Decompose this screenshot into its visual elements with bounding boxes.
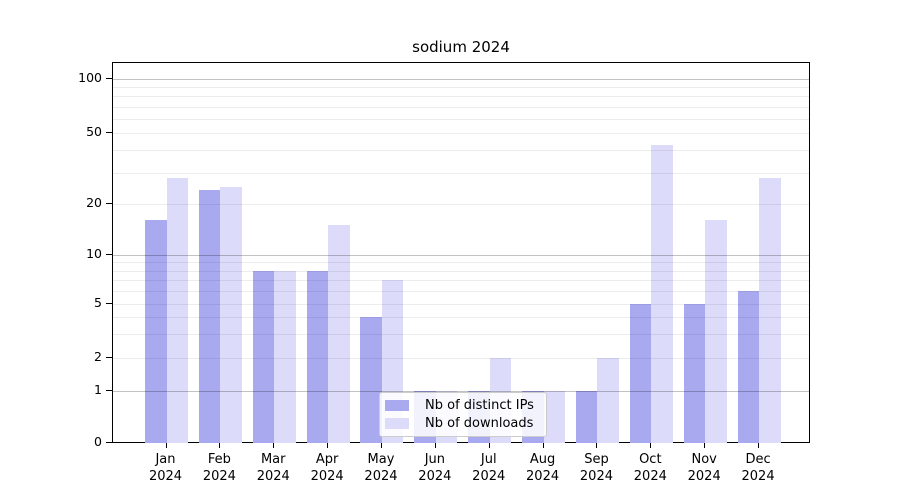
major-gridline bbox=[113, 391, 809, 392]
y-tick-mark bbox=[106, 203, 112, 204]
bar-downloads bbox=[651, 144, 673, 443]
bar-distinct-ips bbox=[683, 304, 706, 443]
legend-label-downloads: Nb of downloads bbox=[425, 415, 534, 431]
y-axis-tick-label: 0 bbox=[94, 434, 102, 449]
y-axis-tick-label: 5 bbox=[94, 295, 102, 310]
minor-gridline bbox=[113, 133, 809, 134]
x-axis-tick-label: Nov 2024 bbox=[687, 452, 721, 484]
x-tick-mark bbox=[327, 443, 329, 448]
x-tick-mark bbox=[542, 443, 544, 448]
x-tick-mark bbox=[380, 443, 382, 448]
minor-gridline bbox=[113, 280, 809, 282]
y-tick-mark bbox=[106, 132, 112, 133]
y-tick-mark bbox=[106, 303, 112, 304]
legend-swatch-downloads bbox=[385, 417, 409, 429]
bar-downloads bbox=[597, 358, 619, 443]
x-axis-tick-label: May 2024 bbox=[364, 452, 398, 484]
y-tick-mark bbox=[106, 78, 112, 79]
bar-distinct-ips bbox=[252, 270, 275, 443]
bar-downloads bbox=[166, 177, 188, 443]
y-axis-tick-label: 10 bbox=[86, 246, 102, 261]
x-tick-mark bbox=[650, 443, 652, 448]
x-axis-tick-label: Aug 2024 bbox=[526, 452, 560, 484]
bar-downloads bbox=[759, 177, 781, 443]
x-tick-mark bbox=[219, 443, 221, 448]
bar-downloads bbox=[220, 186, 242, 443]
bar-distinct-ips bbox=[306, 270, 329, 443]
minor-gridline bbox=[113, 262, 809, 264]
minor-gridline bbox=[113, 106, 809, 108]
minor-gridline bbox=[113, 358, 809, 359]
legend-label-distinct-ips: Nb of distinct IPs bbox=[425, 398, 534, 414]
minor-gridline bbox=[113, 317, 809, 319]
y-axis-tick-label: 1 bbox=[94, 382, 102, 397]
minor-gridline bbox=[113, 87, 809, 89]
y-tick-mark bbox=[106, 357, 112, 358]
legend-swatch-distinct-ips bbox=[385, 400, 409, 412]
x-axis-tick-label: Jul 2024 bbox=[472, 452, 506, 484]
x-axis-tick-label: Feb 2024 bbox=[202, 452, 236, 484]
y-tick-mark bbox=[106, 390, 112, 391]
minor-gridline bbox=[113, 304, 809, 305]
bar-downloads bbox=[274, 270, 296, 443]
minor-gridline bbox=[113, 291, 809, 293]
x-tick-mark bbox=[165, 443, 167, 448]
bar-distinct-ips bbox=[737, 291, 760, 443]
x-axis-tick-label: Oct 2024 bbox=[633, 452, 667, 484]
y-axis-tick-label: 50 bbox=[86, 124, 102, 139]
bar-distinct-ips bbox=[145, 220, 167, 443]
major-gridline bbox=[113, 255, 809, 256]
minor-gridline bbox=[113, 96, 809, 98]
y-axis-tick-label: 20 bbox=[86, 195, 102, 210]
legend: Nb of distinct IPs Nb of downloads bbox=[379, 392, 547, 437]
bar-downloads bbox=[328, 225, 350, 443]
x-axis-tick-label: Jun 2024 bbox=[418, 452, 452, 484]
minor-gridline bbox=[113, 334, 809, 336]
bar-distinct-ips bbox=[629, 304, 652, 443]
major-gridline bbox=[113, 79, 809, 80]
bar-downloads bbox=[543, 391, 566, 443]
x-axis-tick-label: Jan 2024 bbox=[148, 452, 183, 484]
x-tick-mark bbox=[488, 443, 490, 448]
x-tick-mark bbox=[704, 443, 706, 448]
bar-downloads bbox=[705, 220, 727, 443]
x-tick-mark bbox=[273, 443, 275, 448]
y-tick-mark bbox=[106, 254, 112, 255]
plot-area bbox=[112, 62, 810, 443]
x-tick-mark bbox=[434, 443, 436, 448]
bar-distinct-ips bbox=[575, 391, 598, 443]
legend-entry-distinct-ips: Nb of distinct IPs bbox=[385, 397, 538, 414]
y-tick-mark bbox=[106, 442, 112, 443]
x-axis-tick-label: Mar 2024 bbox=[256, 452, 290, 484]
minor-gridline bbox=[113, 118, 809, 120]
bar-distinct-ips bbox=[198, 189, 221, 443]
bar-distinct-ips bbox=[360, 317, 382, 443]
chart-title: sodium 2024 bbox=[412, 38, 510, 56]
y-axis-tick-label: 2 bbox=[94, 349, 102, 364]
x-tick-mark bbox=[596, 443, 598, 448]
minor-gridline bbox=[113, 150, 809, 152]
x-axis-tick-label: Dec 2024 bbox=[741, 452, 775, 484]
minor-gridline bbox=[113, 204, 809, 205]
y-axis-tick-label: 100 bbox=[78, 70, 102, 85]
minor-gridline bbox=[113, 172, 809, 174]
minor-gridline bbox=[113, 270, 809, 272]
x-axis-tick-label: Sep 2024 bbox=[579, 452, 613, 484]
x-tick-mark bbox=[758, 443, 760, 448]
legend-entry-downloads: Nb of downloads bbox=[385, 415, 538, 432]
x-axis-tick-label: Apr 2024 bbox=[310, 452, 344, 484]
